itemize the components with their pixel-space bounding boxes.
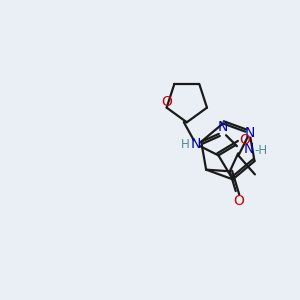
Text: N: N — [244, 126, 255, 140]
Text: O: O — [161, 95, 172, 109]
Text: N: N — [243, 142, 254, 156]
Text: O: O — [239, 133, 250, 147]
Text: N: N — [191, 137, 201, 151]
Text: N: N — [218, 120, 228, 134]
Text: H: H — [181, 138, 189, 151]
Text: -H: -H — [254, 144, 267, 157]
Text: O: O — [233, 194, 244, 208]
